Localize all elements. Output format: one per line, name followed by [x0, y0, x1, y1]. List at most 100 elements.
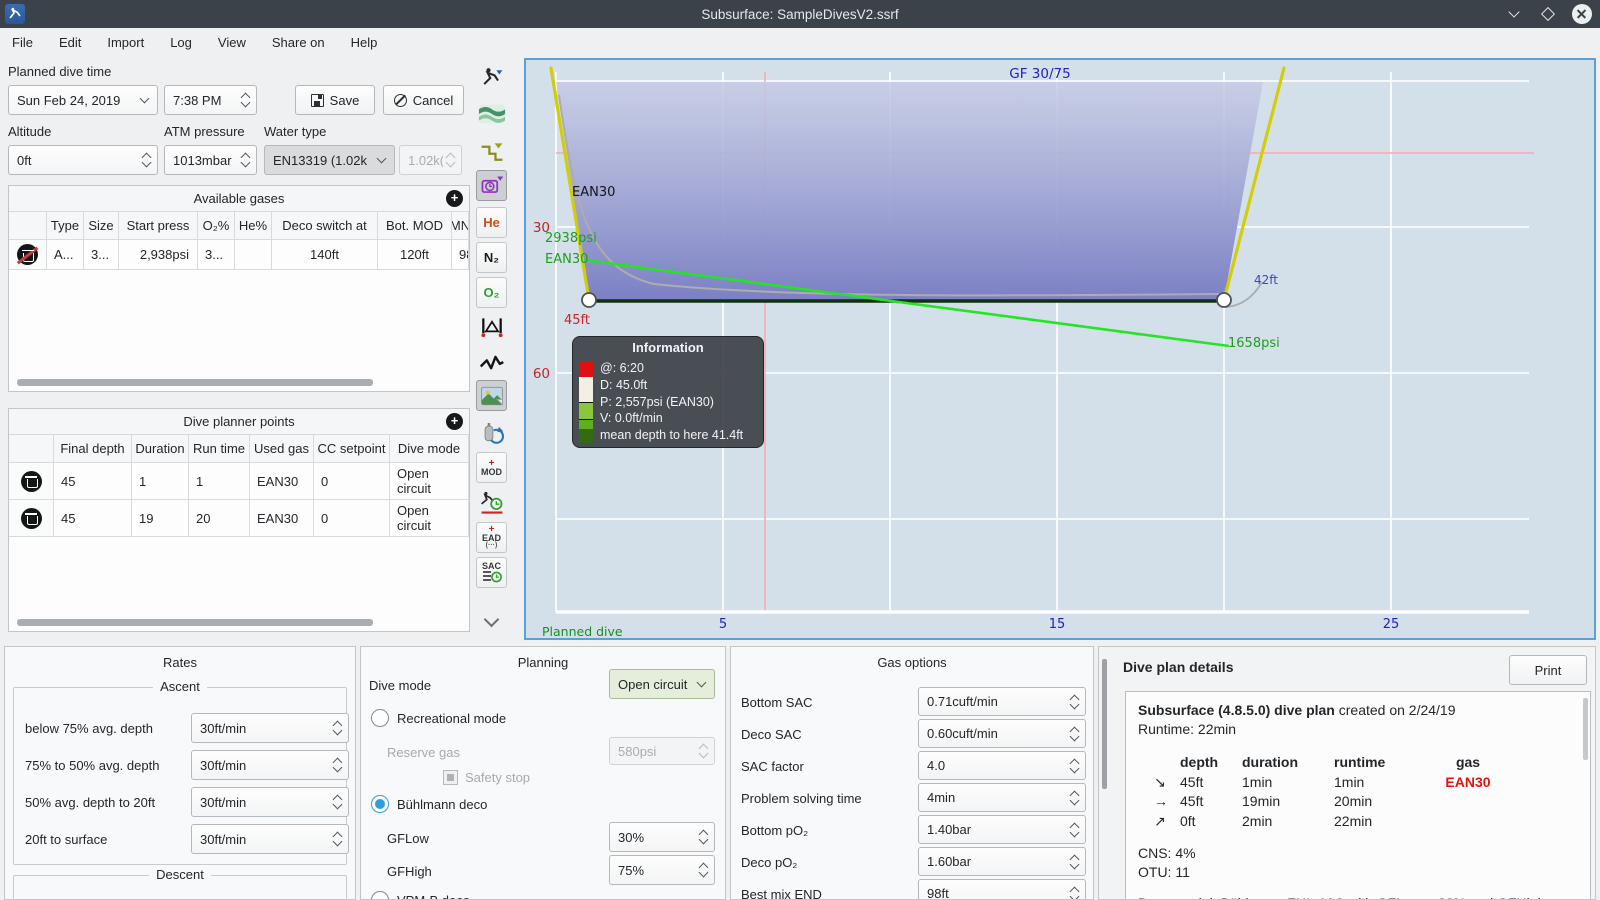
plan-deco-model: Deco model: Bühlmann ZHL-16C with GFLow …: [1138, 894, 1578, 899]
point-cell[interactable]: EAN30: [250, 500, 314, 537]
mean-depth-line: [558, 94, 1221, 297]
menu-help[interactable]: Help: [350, 35, 378, 50]
minimize-button[interactable]: [1504, 4, 1524, 24]
gas-cell-he[interactable]: [235, 240, 272, 270]
toolbar-tts-button[interactable]: [476, 170, 507, 201]
recreational-mode-radio[interactable]: [371, 709, 389, 727]
toolbar-po2-button[interactable]: O₂: [476, 277, 507, 308]
atm-pressure-spinner[interactable]: 1013mbar: [164, 145, 257, 175]
point-cell[interactable]: Open circuit: [390, 463, 469, 500]
water-type-label: Water type: [264, 124, 327, 139]
point-cell[interactable]: 0: [314, 463, 390, 500]
gas-cell-o2[interactable]: 3...: [198, 240, 235, 270]
point-cell[interactable]: EAN30: [250, 463, 314, 500]
save-button[interactable]: Save: [295, 85, 375, 115]
menu-log[interactable]: Log: [170, 35, 192, 50]
gfhigh-spinner[interactable]: 75%: [609, 855, 715, 885]
plan-col-gas: gas: [1455, 754, 1481, 770]
gas-option-spinner[interactable]: 1.40bar: [918, 815, 1086, 844]
toolbar-photos-button[interactable]: [476, 380, 507, 411]
buhlmann-deco-label: Bühlmann deco: [397, 797, 488, 812]
gas-cell-size[interactable]: 3...: [84, 240, 119, 270]
gas-option-spinner[interactable]: 4min: [918, 783, 1086, 812]
rate-spinner[interactable]: 30ft/min: [191, 787, 349, 817]
point-cell[interactable]: 20: [189, 500, 250, 537]
time-spinner[interactable]: 7:38 PM: [164, 85, 257, 115]
gas-cell-bot-mod[interactable]: 120ft: [378, 240, 452, 270]
gas-option-spinner[interactable]: 1.60bar: [918, 847, 1086, 876]
rate-spinner[interactable]: 30ft/min: [191, 824, 349, 854]
remove-point-button[interactable]: [20, 470, 42, 492]
toolbar-pn2-button[interactable]: N₂: [476, 242, 507, 273]
menu-import[interactable]: Import: [107, 35, 145, 50]
toolbar-dc-reported-button[interactable]: [476, 487, 507, 518]
remove-gas-button[interactable]: [16, 244, 39, 265]
gas-cell-type[interactable]: A...: [47, 240, 84, 270]
waypoint-handle[interactable]: [1216, 292, 1232, 308]
gas-cell-mnd[interactable]: 98f: [452, 240, 469, 270]
maximize-button[interactable]: [1538, 4, 1558, 24]
gas-option-spinner[interactable]: 4.0: [918, 751, 1086, 780]
diver-logo-icon: [9, 7, 21, 19]
dive-profile-chart[interactable]: GF 30/75 EAN30 2938psi EAN30 45ft 42ft 1…: [524, 58, 1596, 640]
gas-cell-deco-switch[interactable]: 140ft: [272, 240, 378, 270]
gas-option-spinner[interactable]: 0.60cuft/min: [918, 719, 1086, 748]
rate-spinner[interactable]: 30ft/min: [191, 713, 349, 743]
add-point-button[interactable]: +: [446, 413, 463, 430]
rate-spinner[interactable]: 30ft/min: [191, 750, 349, 780]
gflow-spinner[interactable]: 30%: [609, 822, 715, 852]
toolbar-pheo-he-button[interactable]: He: [476, 207, 507, 238]
cancel-button[interactable]: Cancel: [383, 85, 464, 115]
gas-options-title: Gas options: [877, 655, 947, 670]
points-horizontal-scrollbar[interactable]: [17, 619, 373, 626]
gas-option-spinner[interactable]: 0.71cuft/min: [918, 687, 1086, 716]
point-cell[interactable]: 45: [54, 463, 132, 500]
toolbar-ruler-button[interactable]: [476, 311, 507, 342]
salinity-spinner: 1.02k(: [399, 145, 462, 175]
menu-share-on[interactable]: Share on: [271, 35, 325, 50]
plan-scrollbar[interactable]: [1583, 698, 1588, 760]
water-type-selector[interactable]: EN13319 (1.02k: [264, 145, 395, 175]
vertical-scrollbar[interactable]: [1102, 659, 1107, 789]
add-gas-button[interactable]: +: [446, 190, 463, 207]
point-cell[interactable]: 45: [54, 500, 132, 537]
point-cell[interactable]: 1: [132, 463, 189, 500]
dive-mode-selector[interactable]: Open circuit: [609, 669, 715, 699]
toolbar-ceiling-button[interactable]: [476, 136, 507, 167]
menu-file[interactable]: File: [12, 35, 33, 50]
buhlmann-deco-radio[interactable]: [371, 795, 389, 813]
toolbar-mod-button[interactable]: + MOD: [476, 452, 507, 483]
tank-recycle-icon: [484, 422, 504, 444]
point-cell[interactable]: Open circuit: [390, 500, 469, 537]
ceiling-icon: [481, 142, 502, 161]
toolbar-ead-button[interactable]: + EAD (···): [476, 522, 507, 553]
gas-option-label: Deco pO₂: [741, 855, 798, 870]
vpmb-deco-radio[interactable]: [371, 891, 389, 899]
toolbar-tank-button[interactable]: [476, 417, 507, 448]
recreational-mode-label: Recreational mode: [397, 711, 507, 726]
cancel-icon: [393, 93, 407, 107]
altitude-spinner[interactable]: 0ft: [8, 145, 158, 175]
gas-option-spinner[interactable]: 98ft: [918, 879, 1086, 899]
toolbar-heartrate-button[interactable]: [476, 347, 507, 378]
toolbar-sac-button[interactable]: SAC: [476, 557, 507, 588]
toolbar-salinity-button[interactable]: [476, 98, 507, 129]
points-header-run-time: Run time: [189, 435, 250, 463]
menu-edit[interactable]: Edit: [58, 35, 82, 50]
plan-otu: OTU: 11: [1138, 864, 1190, 880]
remove-point-button[interactable]: [20, 507, 42, 529]
toolbar-scroll-down-button[interactable]: [476, 604, 507, 635]
rate-label: 75% to 50% avg. depth: [25, 758, 160, 773]
date-selector[interactable]: Sun Feb 24, 2019: [8, 85, 158, 115]
x-tick: 5: [719, 617, 727, 632]
close-button[interactable]: [1572, 4, 1592, 24]
gases-horizontal-scrollbar[interactable]: [17, 379, 373, 386]
point-cell[interactable]: 0: [314, 500, 390, 537]
print-button[interactable]: Print: [1509, 655, 1587, 685]
point-cell[interactable]: 1: [189, 463, 250, 500]
waypoint-handle[interactable]: [581, 292, 597, 308]
point-cell[interactable]: 19: [132, 500, 189, 537]
gas-cell-start-press[interactable]: 2,938psi: [119, 240, 198, 270]
menu-view[interactable]: View: [217, 35, 246, 50]
toolbar-dive-profile-button[interactable]: [476, 62, 507, 93]
